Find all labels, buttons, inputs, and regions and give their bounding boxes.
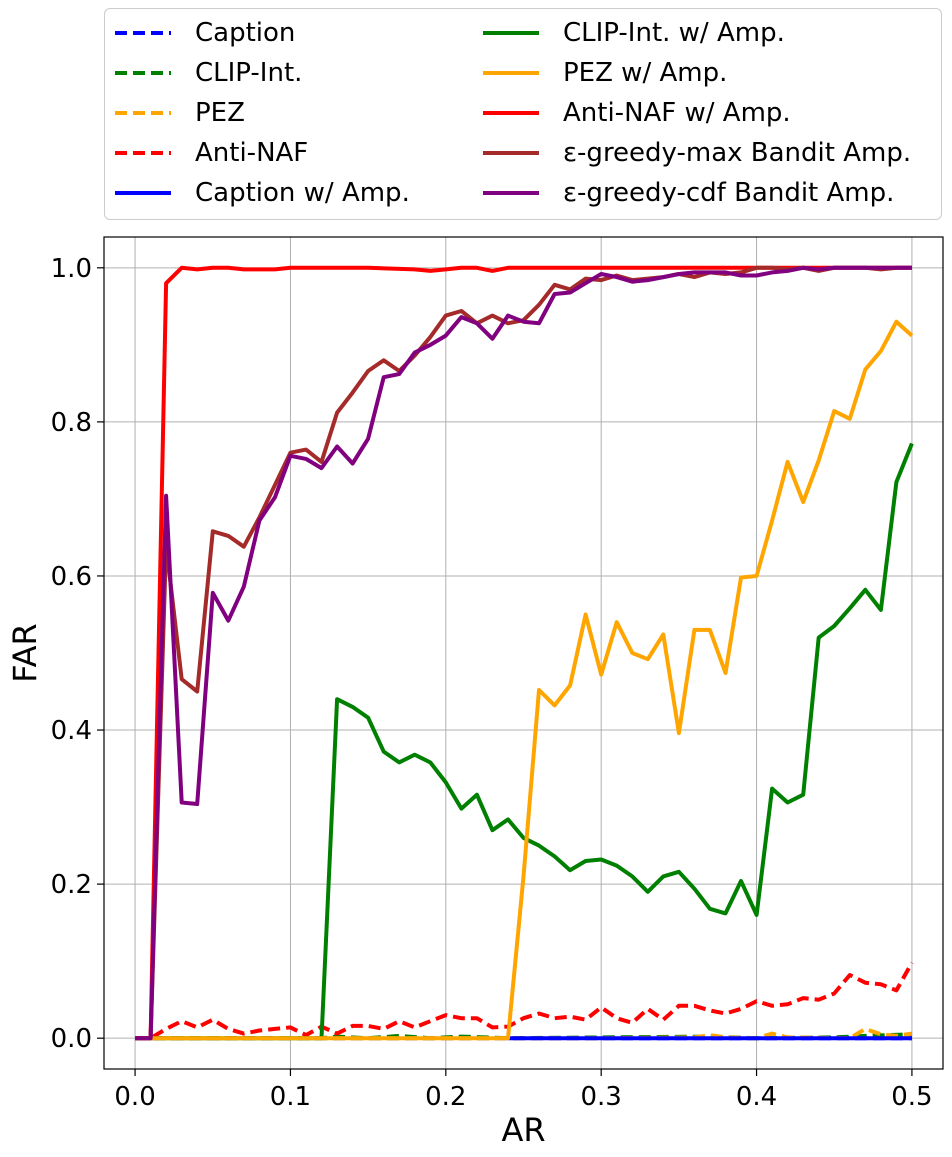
legend-label: Anti-NAF [195,138,309,168]
x-tick-label: 0.2 [425,1082,466,1112]
x-tick-label: 0.5 [891,1082,932,1112]
x-tick-label: 0.3 [581,1082,622,1112]
legend-swatch [479,95,543,131]
legend-item-clip-int: CLIP-Int. [111,55,302,91]
x-tick-label: 0.0 [114,1082,155,1112]
legend-item-caption: Caption [111,15,295,51]
y-tick-label: 0.0 [51,1024,92,1054]
x-tick-label: 0.1 [270,1082,311,1112]
y-tick-label: 0.8 [51,408,92,438]
series-line-8 [135,265,912,1041]
legend-label: ε-greedy-max Bandit Amp. [563,138,912,168]
legend-item-caption-amp: Caption w/ Amp. [111,175,410,211]
x-tick-label: 0.4 [736,1082,777,1112]
legend-label: Caption [195,18,296,48]
series-line-3 [135,961,914,1041]
series-line-5 [135,442,914,1041]
legend-swatch [479,175,543,211]
legend-item-clip-int-amp: CLIP-Int. w/ Amp. [479,15,785,51]
y-tick-label: 0.4 [51,716,92,746]
x-axis-label: AR [501,1111,545,1149]
tick-group: 0.0 0.1 0.2 0.3 0.4 0.5 0.0 0.2 0.4 0.6 0.8 1.0 [51,254,933,1112]
series-line-9 [135,265,912,1041]
legend-item-anti-naf: Anti-NAF [111,135,308,171]
legend-swatch [111,175,175,211]
legend-swatch [111,135,175,171]
legend-label: PEZ [195,98,245,128]
legend-item-greedy-max: ε-greedy-max Bandit Amp. [479,135,911,171]
legend-swatch [111,95,175,131]
legend-swatch [111,55,175,91]
legend-label: CLIP-Int. w/ Amp. [563,18,785,48]
legend-swatch [479,135,543,171]
legend-swatch [111,15,175,51]
series-group [135,265,914,1041]
y-tick-label: 0.6 [51,562,92,592]
y-tick-label: 0.2 [51,870,92,900]
legend: Caption CLIP-Int. PEZ Anti-NAF Caption w… [104,8,942,220]
plot-frame [103,236,944,1070]
y-tick-label: 1.0 [51,254,92,284]
legend-swatch [479,15,543,51]
legend-item-greedy-cdf: ε-greedy-cdf Bandit Amp. [479,175,894,211]
series-line-7 [135,265,912,1041]
legend-label: PEZ w/ Amp. [563,58,728,88]
legend-label: Anti-NAF w/ Amp. [563,98,791,128]
legend-swatch [479,55,543,91]
legend-item-anti-naf-amp: Anti-NAF w/ Amp. [479,95,791,131]
legend-item-pez: PEZ [111,95,245,131]
y-axis-label: FAR [6,623,44,683]
legend-label: ε-greedy-cdf Bandit Amp. [563,178,895,208]
legend-label: CLIP-Int. [195,58,303,88]
series-line-6 [135,319,914,1041]
legend-label: Caption w/ Amp. [195,178,410,208]
legend-item-pez-amp: PEZ w/ Amp. [479,55,727,91]
